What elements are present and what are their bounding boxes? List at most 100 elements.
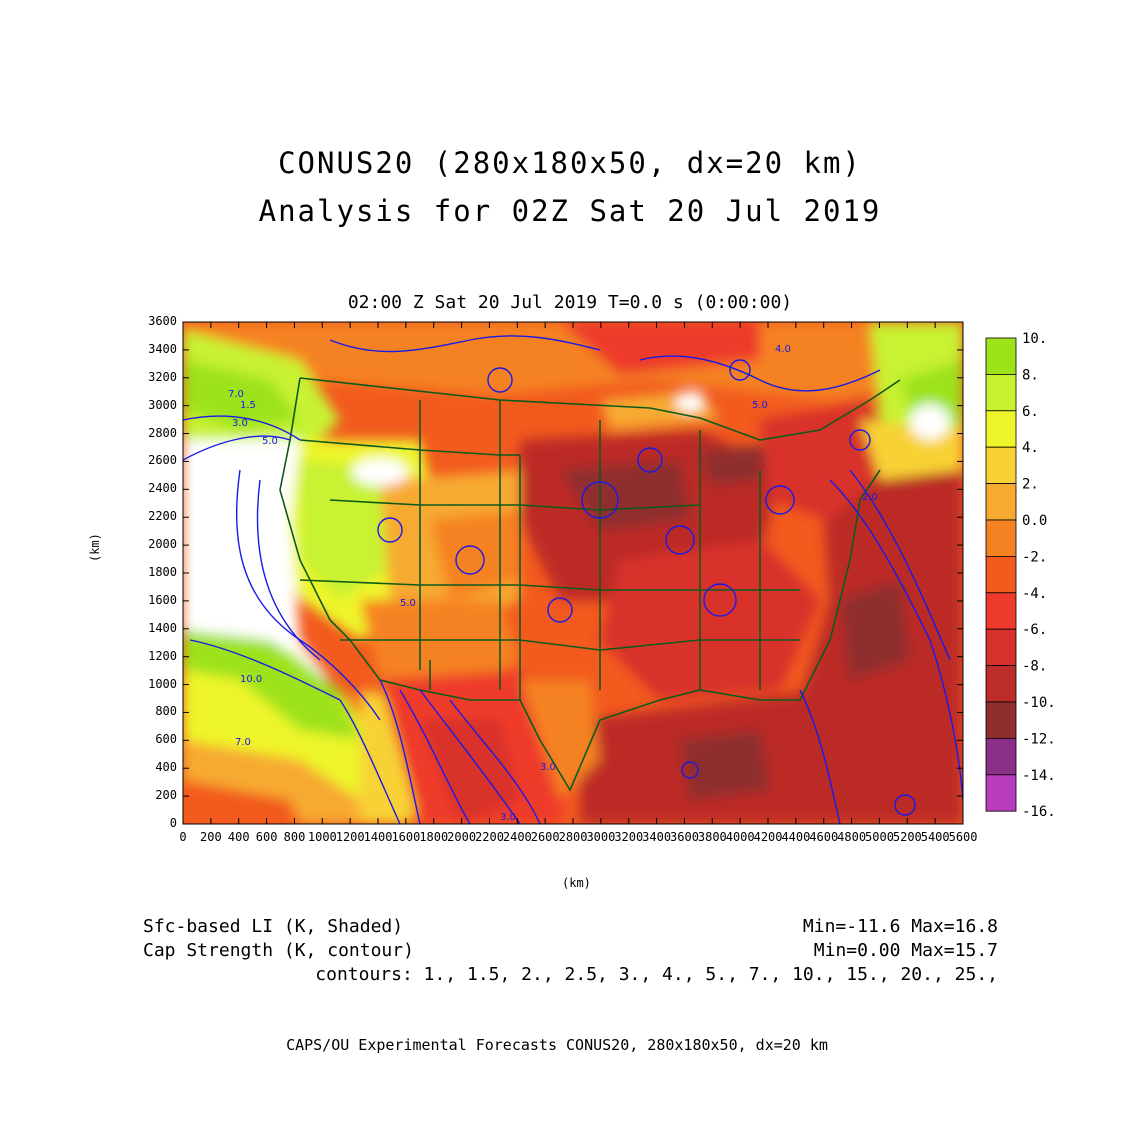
contour-field-label: Cap Strength (K, contour) — [143, 940, 414, 961]
y-tick-label: 600 — [155, 732, 177, 747]
x-tick-label: 3800 — [697, 830, 727, 844]
y-tick-label: 2200 — [148, 509, 177, 524]
x-tick-label: 1600 — [391, 830, 421, 844]
colorbar-label: -2. — [1022, 549, 1047, 565]
x-tick-label: 4600 — [809, 830, 839, 844]
x-tick-label: 0 — [179, 830, 187, 844]
contour-field-stats: Min=0.00 Max=15.7 — [813, 940, 998, 961]
contour-levels: contours: 1., 1.5, 2., 2.5, 3., 4., 5., … — [315, 964, 998, 985]
colorbar-swatch — [985, 337, 1017, 375]
contour-label: 5.0 — [752, 400, 768, 411]
x-tick-label: 400 — [227, 830, 250, 844]
colorbar-label: 0.0 — [1022, 513, 1047, 529]
x-tick-label: 5600 — [948, 830, 978, 844]
x-tick-label: 5200 — [892, 830, 922, 844]
colorbar: 10. 8. 6. 4. 2. 0.0 -2. -4. -6. -8. -10. -12. -14. -1… — [985, 331, 1056, 820]
x-tick-label: 3400 — [642, 830, 672, 844]
colorbar-label: -12. — [1022, 731, 1056, 747]
x-tick-label: 1400 — [363, 830, 393, 844]
y-tick-label: 2400 — [148, 481, 177, 496]
contour-label: 5.0 — [262, 436, 278, 447]
y-tick-label: 400 — [155, 760, 177, 775]
contour-label: 2.0 — [862, 492, 878, 503]
x-tick-label: 3200 — [614, 830, 644, 844]
contour-label: 7.0 — [228, 389, 244, 400]
y-tick-label: 200 — [155, 788, 177, 803]
x-tick-label: 2800 — [558, 830, 588, 844]
colorbar-label: 8. — [1022, 367, 1039, 383]
colorbar-label: -4. — [1022, 586, 1047, 602]
y-tick-label: 2800 — [148, 425, 177, 440]
colorbar-label: 2. — [1022, 477, 1039, 493]
y-tick-label: 3600 — [148, 314, 177, 328]
colorbar-swatch — [985, 774, 1017, 812]
x-tick-label: 1000 — [307, 830, 337, 844]
title-line-2: Analysis for 02Z Sat 20 Jul 2019 — [258, 194, 882, 228]
cap-strength-contours — [183, 335, 963, 824]
x-tick-label: 600 — [255, 830, 278, 844]
x-tick-label: 5000 — [865, 830, 894, 844]
shaded-field-label: Sfc-based LI (K, Shaded) — [143, 916, 404, 937]
shaded-li-field: 7.01.53.05.010.07.05.03.04.05.02.03.0 — [183, 322, 963, 824]
x-tick-label: 1800 — [419, 830, 449, 844]
colorbar-swatch — [985, 519, 1017, 557]
colorbar-label: -10. — [1022, 695, 1056, 711]
contour-labels: 7.01.53.05.010.07.05.03.04.05.02.03.0 — [228, 344, 878, 823]
colorbar-label: -8. — [1022, 659, 1047, 675]
y-tick-label: 2000 — [148, 537, 177, 552]
y-tick-label: 1200 — [148, 648, 177, 663]
colorbar-swatch — [985, 592, 1017, 630]
contour-label: 4.0 — [775, 344, 791, 355]
colorbar-swatch — [985, 373, 1017, 412]
colorbar-swatch — [985, 410, 1017, 448]
plot-subtitle: 02:00 Z Sat 20 Jul 2019 T=0.0 s (0:00:00… — [347, 292, 793, 313]
axis-ticks — [182, 321, 964, 825]
y-tick-label: 3400 — [148, 341, 177, 356]
x-tick-label: 800 — [283, 830, 306, 844]
y-tick-label: 800 — [155, 704, 177, 719]
y-tick-label: 1600 — [148, 592, 177, 607]
x-tick-label: 3600 — [670, 830, 699, 844]
shaded-field-stats: Min=-11.6 Max=16.8 — [802, 916, 998, 937]
x-tick-label: 2400 — [502, 830, 532, 844]
contour-label: 5.0 — [400, 598, 416, 609]
y-tick-label: 2600 — [148, 453, 177, 468]
x-tick-label: 1200 — [335, 830, 365, 844]
x-tick-label: 3000 — [586, 830, 616, 844]
y-tick-label: 1400 — [148, 620, 177, 635]
colorbar-swatch — [985, 556, 1017, 594]
contour-label: 3.0 — [540, 762, 556, 773]
colorbar-label: -14. — [1022, 768, 1056, 784]
x-tick-label: 4000 — [725, 830, 755, 844]
contour-label: 10.0 — [240, 674, 262, 685]
y-tick-label: 1000 — [148, 676, 177, 691]
credit-line: CAPS/OU Experimental Forecasts CONUS20, … — [286, 1036, 828, 1054]
title-line-1: CONUS20 (280x180x50, dx=20 km) — [278, 146, 862, 180]
contour-label: 7.0 — [235, 737, 251, 748]
colorbar-label: -16. — [1022, 804, 1056, 820]
x-tick-label: 4200 — [753, 830, 783, 844]
y-tick-label: 3200 — [148, 369, 177, 384]
y-tick-label: 0 — [169, 816, 177, 830]
colorbar-swatch — [985, 701, 1017, 739]
x-tick-label: 5400 — [920, 830, 950, 844]
colorbar-swatch — [985, 483, 1017, 521]
colorbar-label: 6. — [1022, 404, 1039, 420]
x-tick-label: 200 — [200, 830, 222, 844]
colorbar-swatch — [985, 446, 1017, 485]
contour-label: 1.5 — [240, 400, 256, 411]
colorbar-label: 4. — [1022, 440, 1039, 456]
colorbar-label: 10. — [1022, 331, 1047, 347]
x-axis-label: (km) — [562, 876, 591, 890]
y-tick-label: 3000 — [148, 397, 177, 412]
x-tick-label: 2600 — [530, 830, 560, 844]
colorbar-swatch — [985, 628, 1017, 667]
colorbar-swatch — [985, 738, 1017, 776]
y-tick-label: 1800 — [148, 565, 177, 579]
colorbar-label: -6. — [1022, 622, 1047, 638]
x-tick-label: 4800 — [837, 830, 867, 844]
contour-label: 3.0 — [232, 418, 248, 429]
political-boundaries — [279, 377, 901, 792]
colorbar-swatch — [985, 665, 1017, 703]
